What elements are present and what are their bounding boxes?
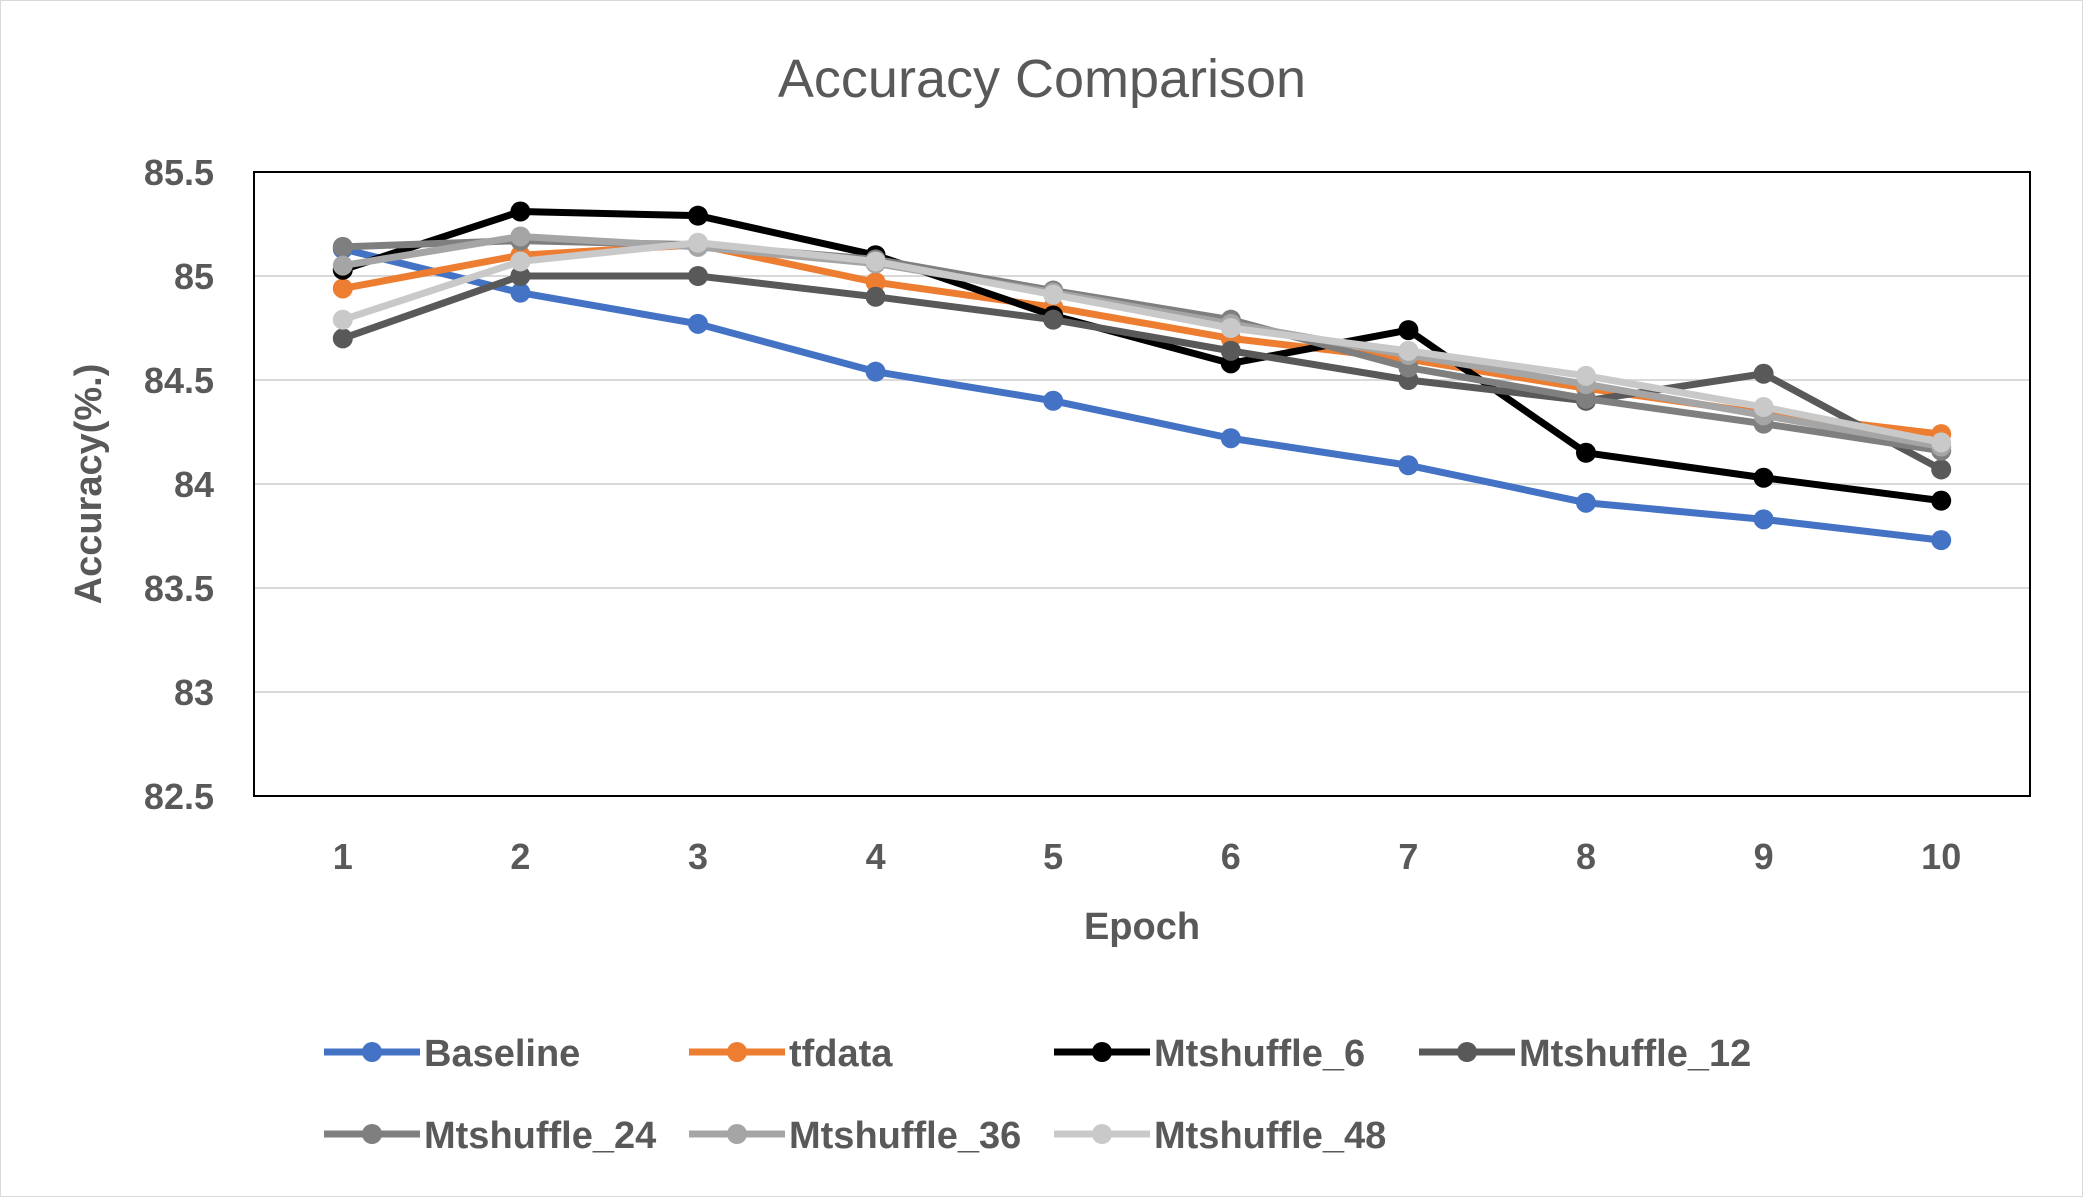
y-tick-label: 84 xyxy=(174,464,214,505)
data-point-mtshuffle-36 xyxy=(332,255,353,276)
series-line-mtshuffle-6 xyxy=(341,208,1942,505)
legend-swatch-marker xyxy=(362,1042,382,1062)
legend-label: Baseline xyxy=(424,1033,580,1075)
y-tick-label: 85.5 xyxy=(144,152,214,193)
series-mtshuffle-6 xyxy=(332,201,1952,511)
legend-item-baseline: Baseline xyxy=(324,1033,580,1075)
data-point-baseline xyxy=(1398,455,1419,476)
data-point-mtshuffle-24 xyxy=(1576,388,1596,409)
x-tick-label: 8 xyxy=(1576,836,1596,877)
data-point-mtshuffle-48 xyxy=(1220,318,1241,338)
legend-label: Mtshuffle_12 xyxy=(1519,1033,1751,1075)
data-point-mtshuffle-6 xyxy=(510,201,531,222)
y-tick-label: 84.5 xyxy=(144,360,214,401)
y-tick-label: 85 xyxy=(174,256,214,297)
legend-item-mtshuffle-6: Mtshuffle_6 xyxy=(1054,1033,1365,1075)
series-mtshuffle-12 xyxy=(332,266,1952,480)
data-point-mtshuffle-48 xyxy=(332,309,353,330)
y-axis-ticks: 82.5 83 83.5 84 84.5 85 85.5 xyxy=(144,152,214,817)
series-mtshuffle-48 xyxy=(332,232,1952,453)
legend-swatch-marker xyxy=(1457,1042,1477,1062)
data-point-mtshuffle-48 xyxy=(865,251,886,272)
data-point-mtshuffle-12 xyxy=(865,286,886,307)
data-point-baseline xyxy=(510,282,531,303)
legend-item-tfdata: tfdata xyxy=(689,1033,893,1075)
data-point-mtshuffle-6 xyxy=(688,205,708,226)
data-point-baseline xyxy=(1753,509,1774,530)
y-tick-label: 83.5 xyxy=(144,568,214,609)
data-point-baseline xyxy=(688,313,708,334)
data-point-mtshuffle-6 xyxy=(1753,467,1774,488)
legend-swatch-marker xyxy=(362,1124,382,1144)
legend: Baseline tfdata Mtshuffle_6 Mtshuffle_12 Mts… xyxy=(324,1033,1751,1157)
legend-swatch-marker xyxy=(1092,1042,1112,1062)
data-point-mtshuffle-12 xyxy=(1220,340,1241,361)
legend-label: Mtshuffle_6 xyxy=(1154,1033,1365,1075)
x-tick-label: 9 xyxy=(1754,836,1774,877)
x-tick-label: 5 xyxy=(1043,836,1063,877)
chart-title: Accuracy Comparison xyxy=(778,49,1306,109)
data-point-mtshuffle-48 xyxy=(1043,284,1064,305)
legend-item-mtshuffle-48: Mtshuffle_48 xyxy=(1054,1115,1386,1157)
x-tick-label: 3 xyxy=(688,836,708,877)
series-line-mtshuffle-48 xyxy=(341,239,1942,446)
data-point-mtshuffle-6 xyxy=(1576,442,1596,463)
data-point-mtshuffle-48 xyxy=(510,251,531,272)
x-tick-label: 4 xyxy=(866,836,886,877)
series-line-baseline xyxy=(341,245,1942,544)
x-tick-label: 10 xyxy=(1921,836,1961,877)
data-point-baseline xyxy=(1220,428,1241,449)
data-point-mtshuffle-12 xyxy=(688,266,708,286)
data-point-tfdata xyxy=(865,272,886,293)
data-point-tfdata xyxy=(332,278,353,299)
data-point-mtshuffle-12 xyxy=(1043,309,1064,330)
legend-item-mtshuffle-36: Mtshuffle_36 xyxy=(689,1115,1021,1157)
data-point-mtshuffle-48 xyxy=(1753,397,1774,418)
data-point-mtshuffle-12 xyxy=(510,266,531,286)
x-tick-label: 2 xyxy=(510,836,530,877)
series-baseline xyxy=(332,238,1952,551)
data-point-baseline xyxy=(865,361,886,382)
x-axis-ticks: 1 2 3 4 5 6 7 8 9 10 xyxy=(333,836,1961,877)
legend-swatch-marker xyxy=(727,1124,747,1144)
legend-item-mtshuffle-24: Mtshuffle_24 xyxy=(324,1115,656,1157)
legend-label: tfdata xyxy=(789,1033,893,1075)
data-point-baseline xyxy=(1576,492,1596,513)
legend-label: Mtshuffle_24 xyxy=(424,1115,656,1157)
data-point-mtshuffle-12 xyxy=(332,328,353,349)
legend-swatch-marker xyxy=(1092,1124,1112,1144)
data-point-mtshuffle-48 xyxy=(688,232,708,253)
y-tick-label: 83 xyxy=(174,672,214,713)
data-point-mtshuffle-48 xyxy=(1931,432,1952,453)
data-point-mtshuffle-12 xyxy=(1753,363,1774,384)
series-layer xyxy=(332,201,1952,551)
data-point-mtshuffle-36 xyxy=(510,226,531,247)
x-axis-title: Epoch xyxy=(1084,906,1200,948)
y-axis-title: Accuracy(%.) xyxy=(68,364,110,605)
legend-label: Mtshuffle_36 xyxy=(789,1115,1021,1157)
y-tick-label: 82.5 xyxy=(144,776,214,817)
data-point-mtshuffle-48 xyxy=(1576,365,1596,386)
series-mtshuffle-24 xyxy=(332,230,1952,461)
data-point-mtshuffle-6 xyxy=(1398,320,1419,341)
plot-area-border xyxy=(253,171,2031,797)
x-tick-label: 6 xyxy=(1221,836,1241,877)
data-point-mtshuffle-6 xyxy=(1931,490,1952,511)
data-point-mtshuffle-24 xyxy=(332,236,353,257)
data-point-baseline xyxy=(1043,390,1064,411)
data-point-baseline xyxy=(1931,530,1952,551)
legend-label: Mtshuffle_48 xyxy=(1154,1115,1386,1157)
x-tick-label: 7 xyxy=(1398,836,1418,877)
legend-item-mtshuffle-12: Mtshuffle_12 xyxy=(1419,1033,1751,1075)
x-tick-label: 1 xyxy=(333,836,353,877)
legend-swatch-marker xyxy=(727,1042,747,1062)
data-point-mtshuffle-12 xyxy=(1931,459,1952,480)
data-point-mtshuffle-48 xyxy=(1398,340,1419,361)
series-line-mtshuffle-12 xyxy=(341,272,1943,473)
